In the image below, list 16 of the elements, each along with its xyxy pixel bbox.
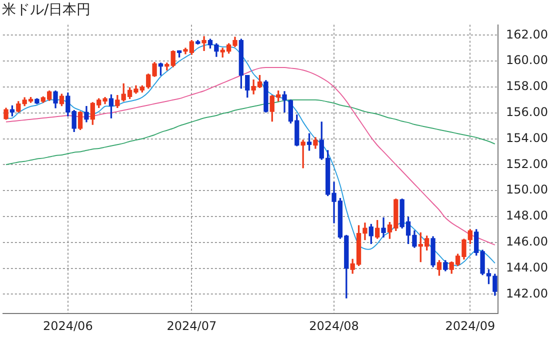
y-tick-label: 154.00	[506, 130, 548, 145]
y-tick-label: 156.00	[506, 104, 548, 119]
x-tick-label: 2024/06	[42, 318, 93, 333]
y-tick-label: 152.00	[506, 156, 548, 171]
y-tick-label: 160.00	[506, 53, 548, 68]
y-tick-label: 144.00	[506, 260, 548, 274]
x-tick-label: 2024/08	[309, 318, 359, 333]
x-tick-label: 2024/09	[445, 318, 496, 333]
y-tick-label: 162.00	[506, 27, 548, 42]
y-tick-label: 142.00	[506, 286, 548, 300]
y-tick-label: 146.00	[506, 234, 548, 248]
y-tick-label: 150.00	[506, 182, 548, 197]
x-tick-label: 2024/07	[166, 318, 217, 333]
y-tick-label: 148.00	[506, 208, 548, 223]
chart-title: 米ドル/日本円	[2, 2, 91, 18]
y-tick-label: 158.00	[506, 79, 548, 94]
